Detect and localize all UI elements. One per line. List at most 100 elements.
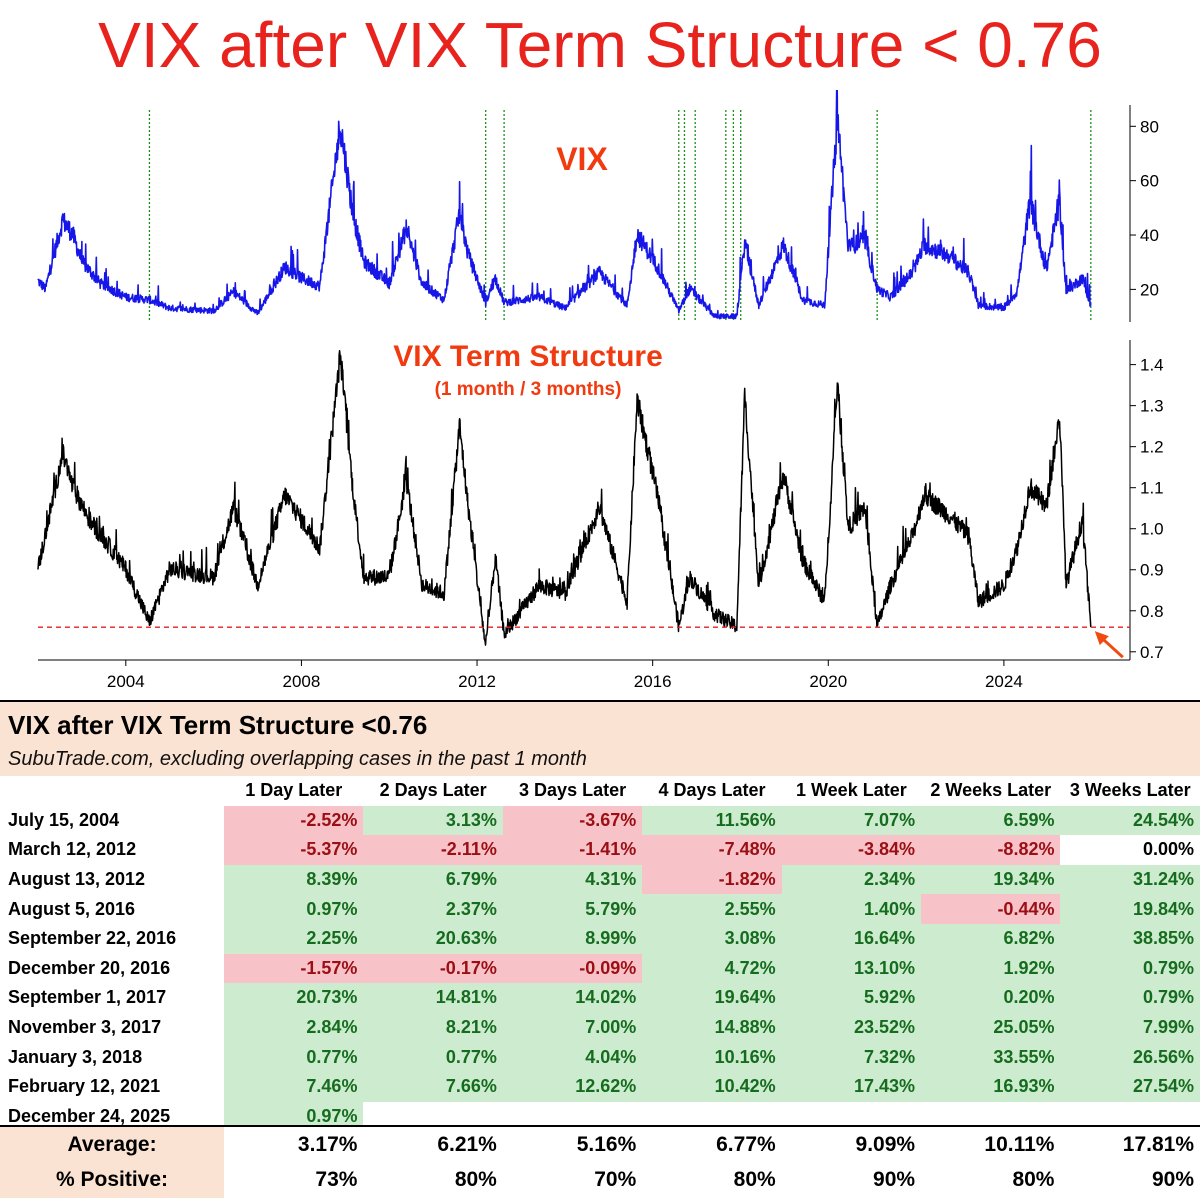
- summary-value: 80%: [921, 1162, 1061, 1198]
- results-table: VIX after VIX Term Structure <0.76 SubuT…: [0, 700, 1200, 1200]
- return-cell: 12.62%: [502, 1071, 643, 1102]
- summary-row: Average: 3.17% 6.21% 5.16% 6.77% 9.09% 10.11% 1…: [0, 1126, 1200, 1162]
- return-cell: 7.00%: [502, 1012, 643, 1043]
- return-cell: 14.88%: [642, 1012, 782, 1043]
- ts-x-tick-label: 2012: [458, 672, 496, 691]
- return-cell: 0.97%: [224, 894, 364, 924]
- return-cell: 10.42%: [642, 1071, 782, 1102]
- table-subtitle: SubuTrade.com, excluding overlapping cas…: [8, 748, 587, 770]
- ts-chart-subtitle: (1 month / 3 months): [435, 379, 622, 400]
- table-row: January 3, 2018 0.77% 0.77% 4.04% 10.16% 7.32…: [0, 1042, 1200, 1072]
- ts-x-tick-label: 2016: [634, 672, 672, 691]
- return-cell: 1.40%: [781, 894, 922, 924]
- table-header: VIX after VIX Term Structure <0.76 SubuT…: [0, 702, 1200, 778]
- ts-series-line: [37, 349, 1092, 646]
- return-cell: 8.39%: [224, 864, 364, 895]
- ts-y-tick-label: 1.4: [1140, 356, 1164, 375]
- return-cell: 0.77%: [363, 1042, 503, 1072]
- return-cell: 11.56%: [642, 805, 782, 836]
- returns-table: 1 Day Later 2 Days Later 3 Days Later 4 Day…: [0, 776, 1200, 1132]
- return-cell: -1.41%: [502, 835, 643, 865]
- table-row: March 12, 2012 -5.37% -2.11% -1.41% -7.48% -3…: [0, 835, 1200, 865]
- return-cell: 7.99%: [1060, 1012, 1200, 1043]
- ts-chart-title: VIX Term Structure: [393, 340, 663, 373]
- ts-y-tick-label: 0.8: [1140, 602, 1164, 621]
- ts-y-tick-label: 1.3: [1140, 397, 1164, 416]
- charts-area: 20 40 60 80 VIX 0.7 0.8 0.9 1.0 1.1 1.2 1.3 1.4 2004 2…: [37, 90, 1164, 691]
- summary-value: 90%: [1060, 1162, 1200, 1198]
- return-cell: 0.77%: [224, 1042, 364, 1072]
- table-row: September 1, 2017 20.73% 14.81% 14.02% 19.64…: [0, 983, 1200, 1013]
- ts-y-tick-label: 1.0: [1140, 520, 1164, 539]
- return-cell: 23.52%: [781, 1012, 922, 1043]
- row-date: August 13, 2012: [8, 869, 146, 890]
- summary-value: 6.21%: [363, 1126, 503, 1162]
- row-date: November 3, 2017: [8, 1017, 162, 1038]
- return-cell: -8.82%: [921, 835, 1061, 865]
- return-cell: 7.32%: [781, 1042, 922, 1072]
- summary-value: 17.81%: [1060, 1126, 1200, 1162]
- return-cell: 0.00%: [1060, 835, 1200, 865]
- return-cell: 13.10%: [781, 953, 922, 984]
- vix-y-tick-label: 60: [1140, 172, 1159, 191]
- return-cell: 6.59%: [921, 805, 1061, 836]
- return-cell: 26.56%: [1060, 1042, 1200, 1072]
- summary-value: 10.11%: [921, 1126, 1061, 1162]
- summary-value: 80%: [363, 1162, 503, 1198]
- return-cell: -7.48%: [642, 835, 782, 865]
- row-date: July 15, 2004: [8, 809, 120, 830]
- summary-value: 6.77%: [642, 1126, 782, 1162]
- row-date: December 20, 2016: [8, 957, 171, 978]
- column-header: 3 Weeks Later: [1060, 776, 1200, 806]
- return-cell: 27.54%: [1060, 1071, 1200, 1102]
- return-cell: -3.84%: [781, 835, 922, 865]
- table-row: February 12, 2021 7.46% 7.66% 12.62% 10.42% 1…: [0, 1071, 1200, 1102]
- row-date: September 22, 2016: [8, 928, 177, 949]
- corner-header-cell: [0, 776, 225, 806]
- return-cell: 20.63%: [363, 923, 503, 954]
- ts-y-tick-label: 1.2: [1140, 438, 1164, 457]
- column-header: 4 Days Later: [642, 776, 782, 806]
- vix-y-tick-label: 20: [1140, 280, 1159, 299]
- return-cell: -5.37%: [224, 835, 364, 865]
- column-header: 2 Weeks Later: [921, 776, 1061, 806]
- table-row: December 20, 2016 -1.57% -0.17% -0.09% 4.72%…: [0, 953, 1200, 984]
- return-cell: 17.43%: [781, 1071, 922, 1102]
- return-cell: 4.31%: [502, 864, 643, 895]
- column-header-row: 1 Day Later 2 Days Later 3 Days Later 4 Day…: [0, 776, 1200, 806]
- table-row: September 22, 2016 2.25% 20.63% 8.99% 3.08% 1…: [0, 923, 1200, 954]
- return-cell: -1.57%: [224, 953, 364, 984]
- return-cell: 19.34%: [921, 864, 1061, 895]
- row-date: September 1, 2017: [8, 987, 167, 1008]
- summary-value: 80%: [642, 1162, 782, 1198]
- ts-x-tick-label: 2024: [985, 672, 1023, 691]
- row-date: March 12, 2012: [8, 839, 137, 860]
- summary-label: Average:: [0, 1126, 225, 1162]
- return-cell: 0.79%: [1060, 983, 1200, 1013]
- table-row: August 13, 2012 8.39% 6.79% 4.31% -1.82% 2.34…: [0, 864, 1200, 895]
- return-cell: 6.79%: [363, 864, 503, 895]
- row-date: August 5, 2016: [8, 898, 136, 919]
- return-cell: 8.99%: [502, 923, 643, 954]
- ts-y-tick-label: 0.9: [1140, 561, 1164, 580]
- page-title: VIX after VIX Term Structure < 0.76: [98, 9, 1102, 81]
- table-row: November 3, 2017 2.84% 8.21% 7.00% 14.88% 23.…: [0, 1012, 1200, 1043]
- return-cell: 7.46%: [224, 1071, 364, 1102]
- return-cell: 20.73%: [224, 983, 364, 1013]
- return-cell: 4.04%: [502, 1042, 643, 1072]
- return-cell: 24.54%: [1060, 805, 1200, 836]
- ts-x-tick-label: 2008: [283, 672, 321, 691]
- ts-x-tick-label: 2004: [107, 672, 145, 691]
- column-header: 1 Day Later: [224, 776, 364, 806]
- summary-value: 70%: [502, 1162, 643, 1198]
- return-cell: 25.05%: [921, 1012, 1061, 1043]
- row-date: January 3, 2018: [8, 1046, 143, 1067]
- vix-series-line: [37, 90, 1092, 320]
- return-cell: 3.08%: [642, 923, 782, 954]
- return-cell: -0.44%: [921, 894, 1061, 924]
- latest-arrow-head: [1094, 631, 1109, 646]
- return-cell: 16.64%: [781, 923, 922, 954]
- return-cell: 2.25%: [224, 923, 364, 954]
- return-cell: 5.79%: [502, 894, 643, 924]
- return-cell: 0.20%: [921, 983, 1061, 1013]
